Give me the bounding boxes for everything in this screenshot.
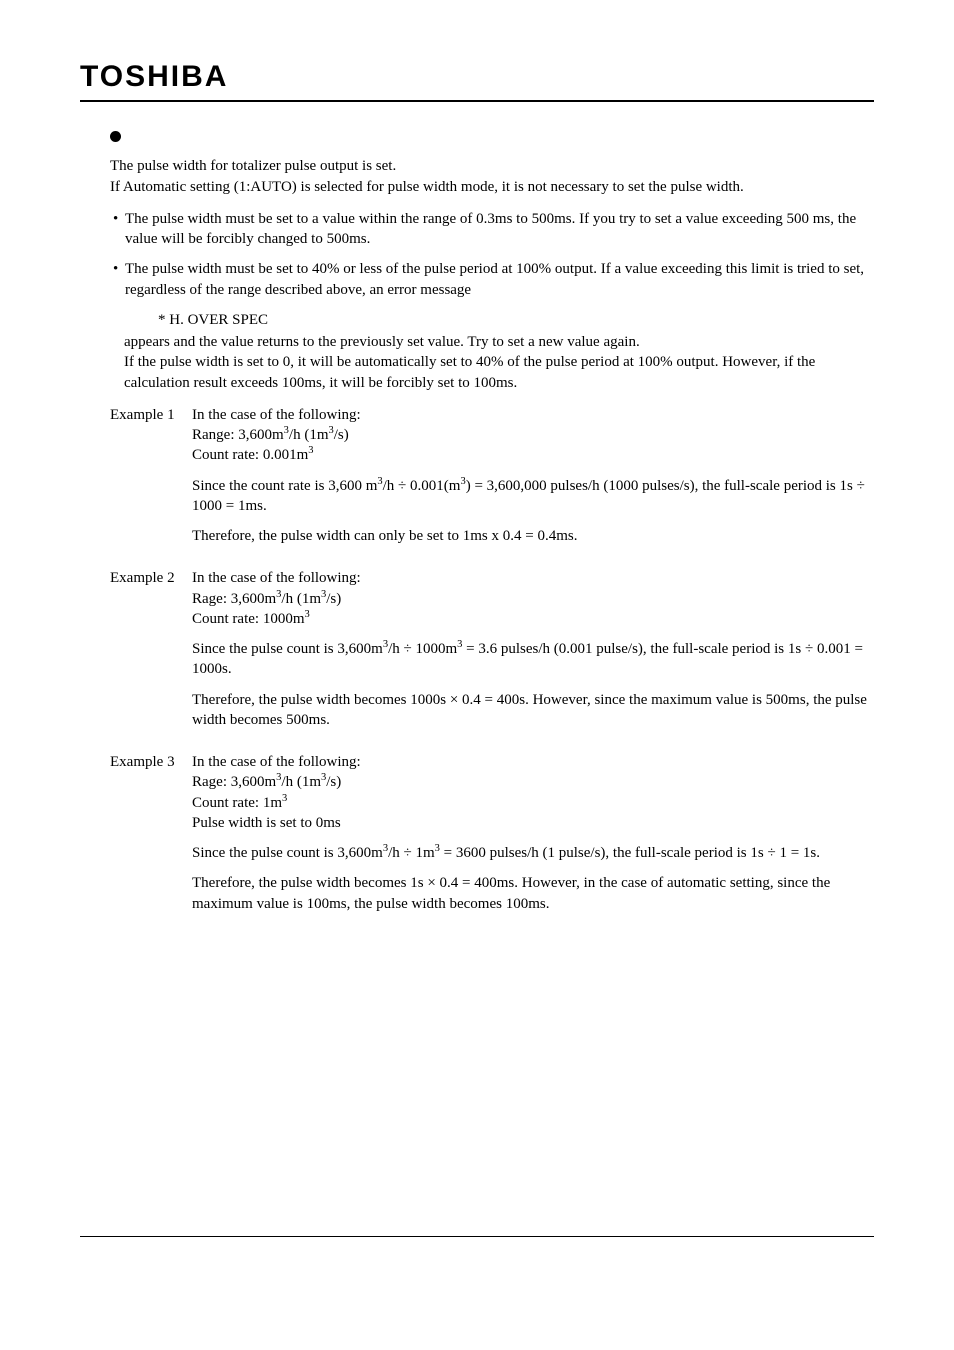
ex3-since: Since the pulse count is 3,600m3/h ÷ 1m3… <box>192 843 874 863</box>
brand-logo: TOSHIBA <box>80 60 874 94</box>
bullet-2: • The pulse width must be set to 40% or … <box>80 259 874 300</box>
example-1-label: Example 1 <box>110 405 192 557</box>
bottom-spacer <box>80 936 874 1196</box>
bullet-2-text: The pulse width must be set to 40% or le… <box>125 259 874 300</box>
intro-line-1: The pulse width for totalizer pulse outp… <box>110 156 874 176</box>
content: The pulse width for totalizer pulse outp… <box>80 126 874 924</box>
intro-block: The pulse width for totalizer pulse outp… <box>80 156 874 197</box>
bullet-1: • The pulse width must be set to a value… <box>80 209 874 250</box>
ex1-since: Since the count rate is 3,600 m3/h ÷ 0.0… <box>192 476 874 517</box>
ex1-range: Range: 3,600m3/h (1m3/s) <box>192 425 874 445</box>
example-1: Example 1 In the case of the following: … <box>80 405 874 557</box>
page: TOSHIBA The pulse width for totalizer pu… <box>0 0 954 1317</box>
ex2-countrate: Count rate: 1000m3 <box>192 609 874 629</box>
bullet-mark: • <box>113 209 125 250</box>
footer-rule <box>80 1236 874 1237</box>
ex2-therefore: Therefore, the pulse width becomes 1000s… <box>192 690 874 731</box>
leading-dot-row <box>80 126 874 146</box>
example-2-body: In the case of the following: Rage: 3,60… <box>192 568 874 740</box>
ex1-caseline: In the case of the following: <box>192 405 874 425</box>
example-3-body: In the case of the following: Rage: 3,60… <box>192 752 874 924</box>
ex3-caseline: In the case of the following: <box>192 752 874 772</box>
example-2: Example 2 In the case of the following: … <box>80 568 874 740</box>
ex3-range: Rage: 3,600m3/h (1m3/s) <box>192 772 874 792</box>
example-3-label: Example 3 <box>110 752 192 924</box>
bullet-1-text: The pulse width must be set to a value w… <box>125 209 874 250</box>
ex3-countrate: Count rate: 1m3 <box>192 793 874 813</box>
ex3-pulseset: Pulse width is set to 0ms <box>192 813 874 833</box>
ex2-range: Rage: 3,600m3/h (1m3/s) <box>192 589 874 609</box>
ex1-countrate: Count rate: 0.001m3 <box>192 445 874 465</box>
example-1-body: In the case of the following: Range: 3,6… <box>192 405 874 557</box>
intro-line-2: If Automatic setting (1:AUTO) is selecte… <box>110 177 874 197</box>
header-rule <box>80 100 874 102</box>
ex1-therefore: Therefore, the pulse width can only be s… <box>192 526 874 546</box>
bullet-mark: • <box>113 259 125 300</box>
example-2-label: Example 2 <box>110 568 192 740</box>
dot-icon <box>110 131 121 142</box>
ex3-therefore: Therefore, the pulse width becomes 1s × … <box>192 873 874 914</box>
ex2-caseline: In the case of the following: <box>192 568 874 588</box>
ex2-since: Since the pulse count is 3,600m3/h ÷ 100… <box>192 639 874 680</box>
bullet-2-after: appears and the value returns to the pre… <box>80 332 874 393</box>
example-3: Example 3 In the case of the following: … <box>80 752 874 924</box>
error-message-line: * H. OVER SPEC <box>80 310 874 330</box>
